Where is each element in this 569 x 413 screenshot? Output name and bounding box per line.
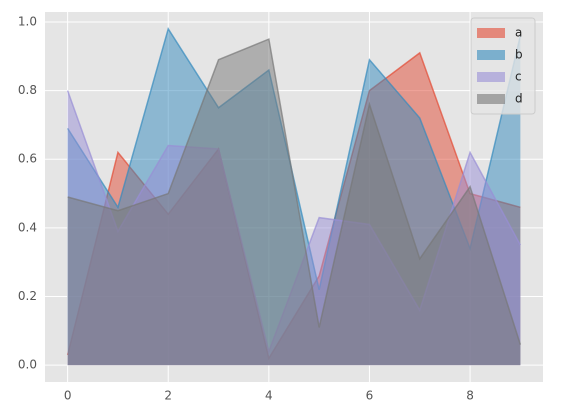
y-tick-label: 1.0	[18, 14, 37, 28]
legend-swatch	[477, 50, 505, 60]
legend-label: b	[515, 48, 523, 62]
legend-label: c	[515, 70, 522, 84]
y-tick-label: 0.0	[18, 358, 37, 372]
y-tick-label: 0.6	[18, 152, 37, 166]
legend-label: a	[515, 26, 522, 40]
y-tick-label: 0.8	[18, 83, 37, 97]
legend-swatch	[477, 28, 505, 38]
area	[67, 39, 521, 366]
x-tick-label: 4	[265, 389, 273, 403]
x-tick-label: 0	[64, 389, 72, 403]
x-tick-label: 8	[466, 389, 474, 403]
x-tick-label: 2	[164, 389, 172, 403]
y-tick-label: 0.2	[18, 289, 37, 303]
legend-label: d	[515, 92, 523, 106]
x-tick-label: 6	[366, 389, 374, 403]
legend-swatch	[477, 94, 505, 104]
area-line	[67, 38, 522, 345]
legend-swatch	[477, 72, 505, 82]
y-tick-label: 0.4	[18, 220, 37, 234]
legend-box	[470, 17, 536, 115]
